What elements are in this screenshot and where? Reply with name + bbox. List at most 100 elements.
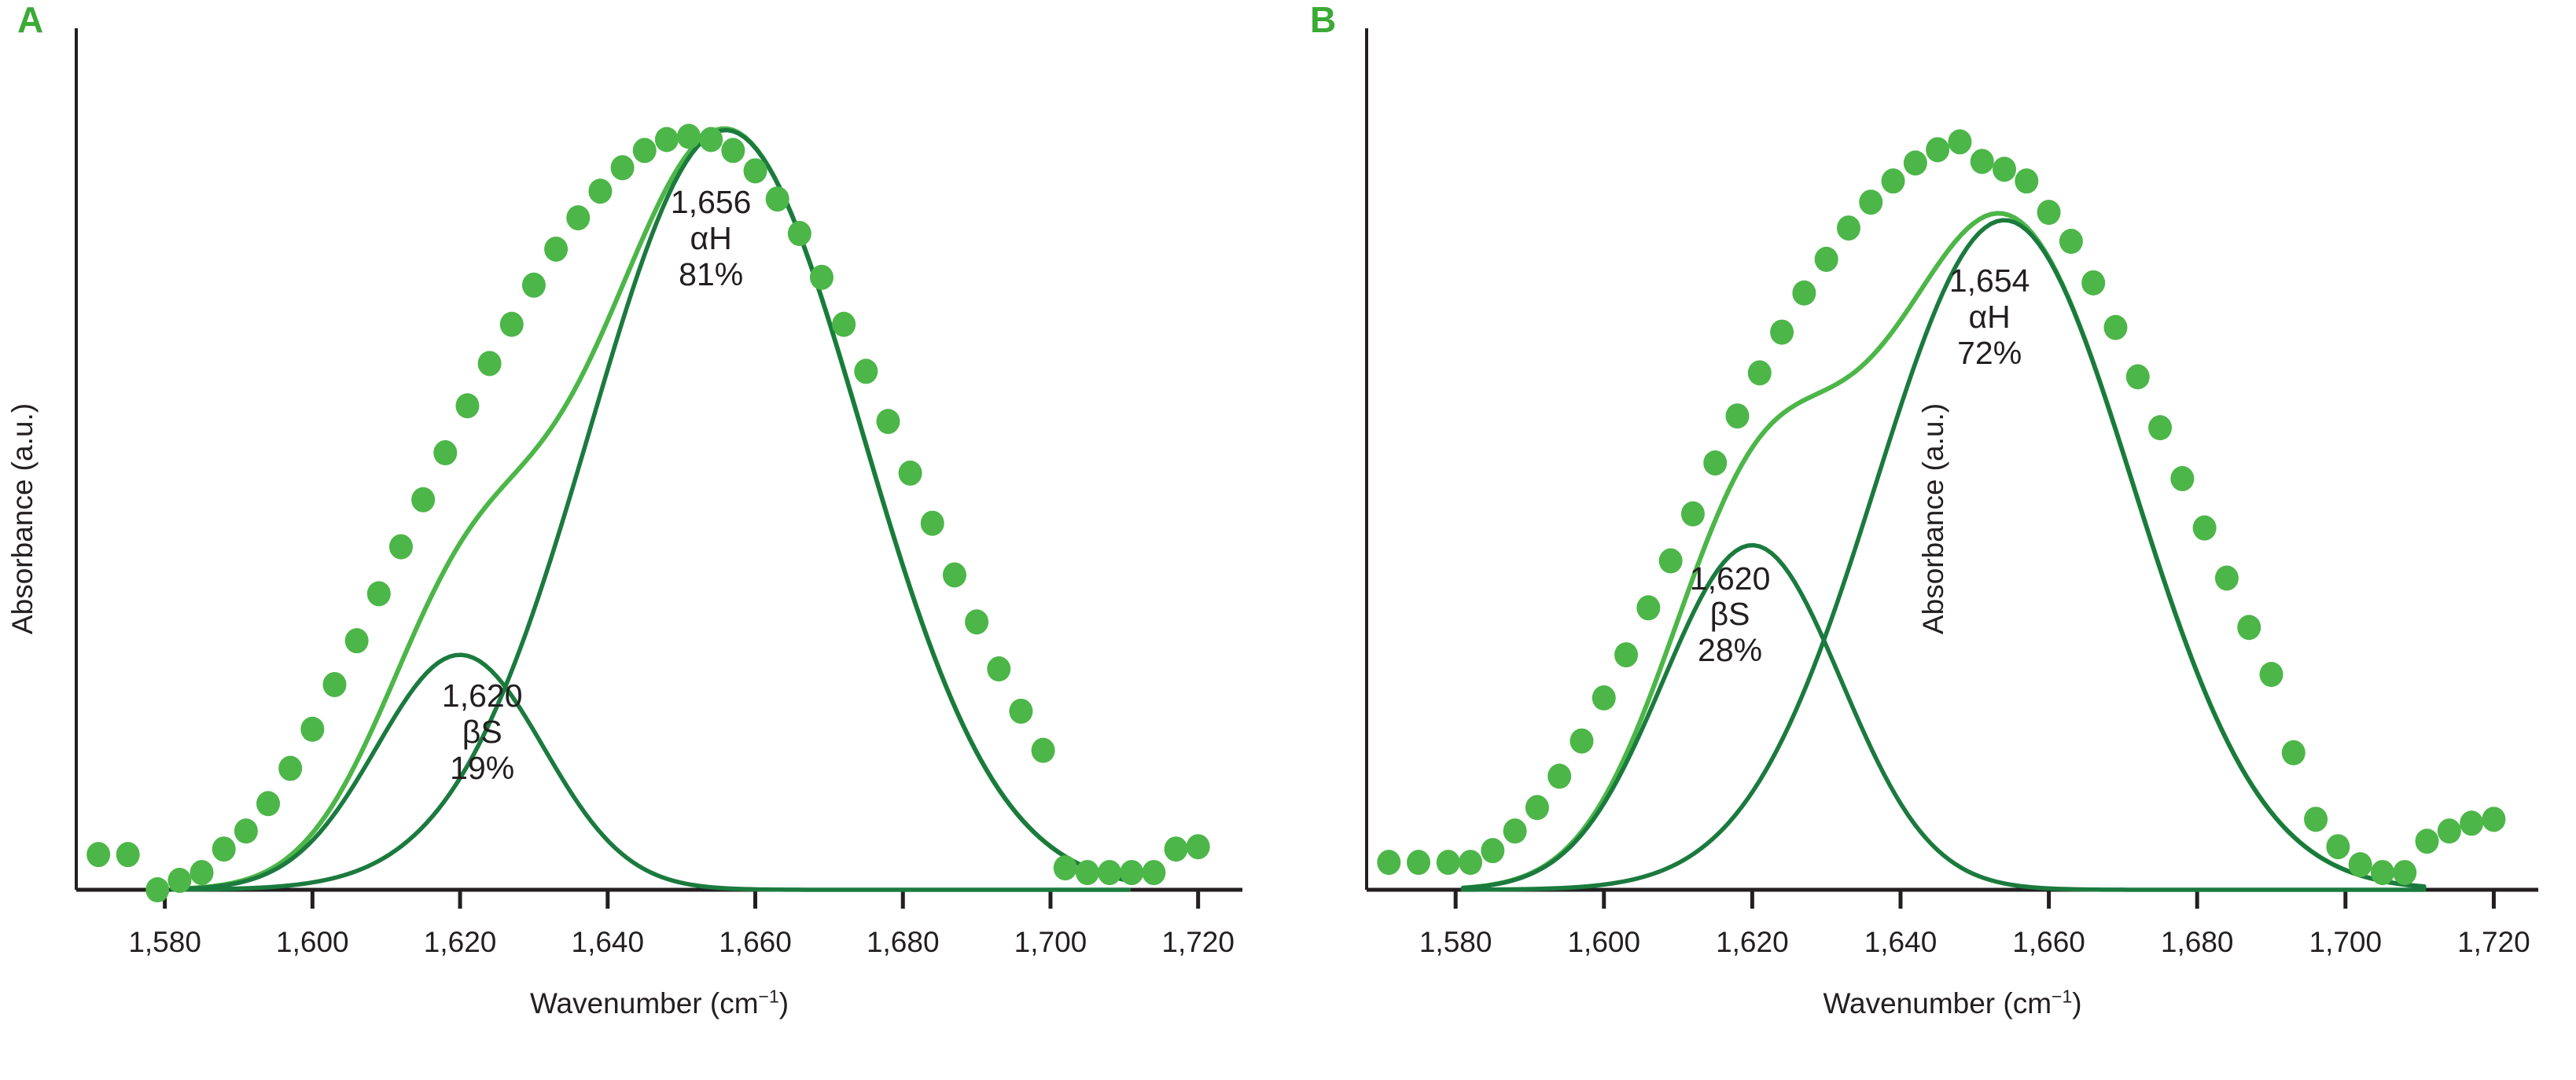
annotation-line: 28% xyxy=(1698,632,1763,669)
annotation-line: 72% xyxy=(1957,334,2022,371)
data-point-marker xyxy=(1031,737,1055,763)
annotation-line: βS xyxy=(1709,596,1750,633)
data-point-marker xyxy=(1614,642,1639,668)
data-point-marker xyxy=(2125,364,2150,390)
data-point-marker xyxy=(256,791,281,817)
data-point-marker xyxy=(1053,855,1077,881)
data-point-marker xyxy=(588,178,613,204)
data-point-marker xyxy=(1926,137,1950,163)
chart-svg xyxy=(1365,28,2538,909)
data-point-marker xyxy=(765,186,789,212)
data-point-marker xyxy=(1747,360,1772,386)
data-point-marker xyxy=(2348,852,2372,878)
data-point-marker xyxy=(1186,834,1210,860)
data-point-marker xyxy=(2326,834,2350,860)
data-point-marker xyxy=(2482,806,2506,832)
chart-svg xyxy=(75,28,1242,909)
alpha-helix-component-curve xyxy=(170,127,1132,892)
data-point-marker xyxy=(2037,200,2061,226)
data-point-marker xyxy=(1570,728,1594,754)
data-point-marker xyxy=(1859,189,1883,215)
envelope-fit-curve xyxy=(1460,211,2427,891)
data-point-marker xyxy=(1525,795,1549,821)
data-point-marker xyxy=(322,671,347,697)
data-point-marker xyxy=(1703,450,1728,476)
beta-sheet-annotation: 1,620 βS 28% xyxy=(1689,560,1771,670)
annotation-line: 1,620 xyxy=(1689,560,1771,597)
data-point-marker xyxy=(1903,150,1927,176)
data-point-marker xyxy=(832,311,856,337)
beta-sheet-component-curve xyxy=(170,652,1132,892)
data-point-marker xyxy=(2304,806,2328,832)
data-point-marker xyxy=(366,581,391,607)
data-point-marker xyxy=(1814,246,1838,272)
x-axis-tick-label: 1,640 xyxy=(571,926,645,958)
data-point-marker xyxy=(1792,280,1816,306)
data-point-marker xyxy=(1836,215,1860,241)
data-point-marker xyxy=(610,155,635,181)
x-axis-tick-label: 1,620 xyxy=(1716,926,1789,958)
data-point-marker xyxy=(809,264,834,290)
data-point-marker xyxy=(965,609,989,635)
data-point-marker xyxy=(2081,270,2106,296)
data-point-marker xyxy=(2170,465,2195,491)
x-axis-tick-label: 1,680 xyxy=(866,926,940,958)
data-point-marker xyxy=(1770,319,1794,345)
data-point-marker xyxy=(1547,763,1572,789)
data-point-marker xyxy=(2415,828,2439,854)
data-point-marker xyxy=(632,138,657,163)
data-point-marker xyxy=(566,205,591,231)
data-point-marker xyxy=(854,358,878,384)
data-point-marker xyxy=(1592,685,1616,711)
data-point-marker xyxy=(2214,565,2239,591)
data-point-marker xyxy=(1377,850,1401,876)
x-axis-tick-label: 1,640 xyxy=(1864,926,1938,958)
annotation-line: 1,620 xyxy=(441,677,523,714)
data-point-marker xyxy=(987,656,1011,682)
data-point-marker xyxy=(167,868,192,894)
alpha-helix-annotation: 1,654 αH 72% xyxy=(1949,263,2030,372)
data-point-marker xyxy=(2015,168,2039,194)
x-axis-tick-label: 1,620 xyxy=(423,926,497,958)
x-axis-tick-label: 1,700 xyxy=(2309,926,2383,958)
panel-b: B Absorbance (a.u.) 1,580 1,600 1,620 1,640… xyxy=(1288,0,2576,1080)
data-point-marker xyxy=(2103,314,2128,340)
data-point-marker xyxy=(344,628,369,654)
data-point-marker xyxy=(411,487,436,512)
x-axis-label: Wavenumber (cm−1) xyxy=(1823,986,2082,1019)
data-point-marker xyxy=(1009,698,1033,724)
data-point-marker xyxy=(2370,860,2394,886)
panel-a: A Absorbance (a.u.) 1,580 1,600 1,620 1,640… xyxy=(6,2,1242,1019)
data-point-marker xyxy=(2281,740,2306,766)
data-point-marker xyxy=(1459,850,1483,876)
x-axis-tick-label: 1,600 xyxy=(1567,926,1641,958)
data-point-marker xyxy=(1407,850,1431,876)
x-axis-tick-label: 1,580 xyxy=(128,926,201,958)
data-point-marker xyxy=(300,716,325,742)
panel-b-letter: B xyxy=(1310,0,1337,40)
x-axis-tick-label: 1,680 xyxy=(2160,926,2234,958)
data-point-marker xyxy=(1075,860,1099,886)
data-point-marker xyxy=(212,836,236,862)
data-point-marker xyxy=(86,842,111,868)
data-point-marker xyxy=(521,272,546,298)
data-point-marker xyxy=(1164,836,1188,862)
data-point-marker xyxy=(234,818,258,844)
data-point-marker xyxy=(1658,548,1683,574)
x-axis-tick-label: 1,660 xyxy=(2012,926,2085,958)
data-point-marker xyxy=(654,127,679,152)
x-axis-tick-label: 1,700 xyxy=(1014,926,1087,958)
data-point-marker xyxy=(2393,860,2417,886)
annotation-line: 19% xyxy=(450,749,515,786)
data-point-marker xyxy=(1948,129,1972,155)
data-point-marker xyxy=(677,123,701,149)
data-point-marker xyxy=(1120,860,1144,886)
data-point-marker xyxy=(433,440,458,466)
data-point-marker xyxy=(1636,595,1661,621)
data-point-marker xyxy=(2237,615,2261,641)
data-point-marker xyxy=(477,351,502,377)
data-point-marker xyxy=(1142,860,1166,886)
data-point-marker xyxy=(455,393,480,419)
data-point-marker xyxy=(1098,860,1122,886)
